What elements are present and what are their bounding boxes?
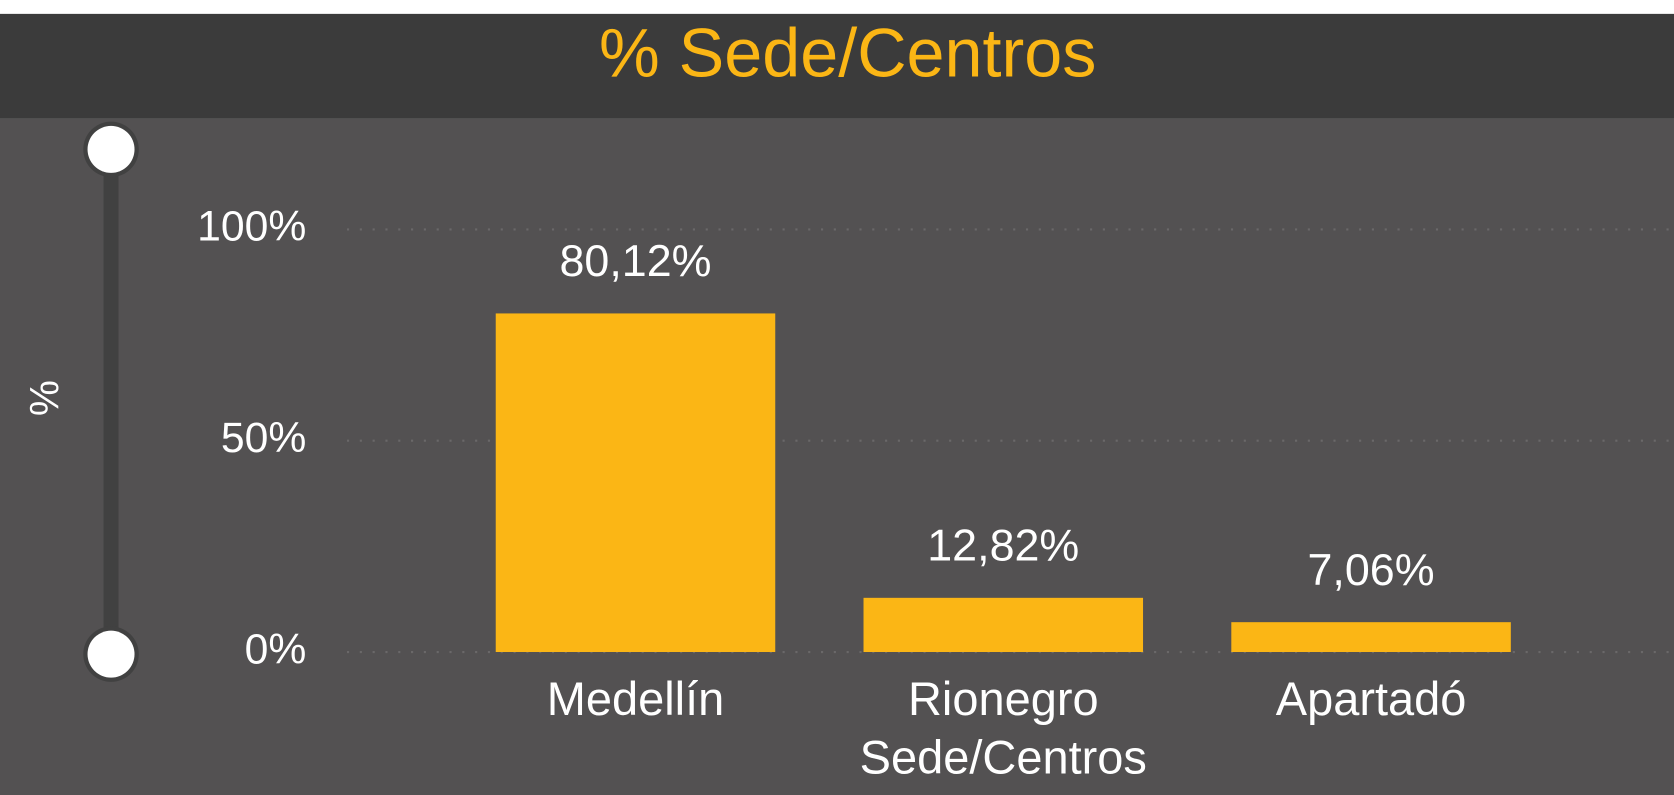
value-label: 12,82% [927,521,1079,571]
y-axis-label: % [22,380,68,416]
y-tick-label: 0% [245,625,307,673]
y-tick-label: 50% [221,414,306,462]
slider-handle[interactable] [87,630,135,678]
x-tick-label-box: Apartadó [1275,673,1467,726]
x-tick-label: Rionegro Sede/Centros [859,673,1147,785]
x-tick-label-box: Medellín [546,673,725,726]
top-strip [0,0,1674,14]
chart-title: % Sede/Centros [599,16,1096,92]
y-tick-label: 100% [197,203,306,251]
x-tick-label: Medellín [546,673,725,726]
slider-handle[interactable] [87,125,135,173]
bar [1231,622,1511,653]
value-label: 7,06% [1308,545,1435,595]
bar [863,597,1144,653]
plot-background [0,118,1674,795]
slider-track [103,149,119,655]
header [0,13,1674,119]
x-tick-label: Apartadó [1275,673,1467,726]
x-tick-label-box: Rionegro Sede/Centros [859,673,1147,785]
value-label: 80,12% [559,236,711,286]
bar [495,313,776,653]
